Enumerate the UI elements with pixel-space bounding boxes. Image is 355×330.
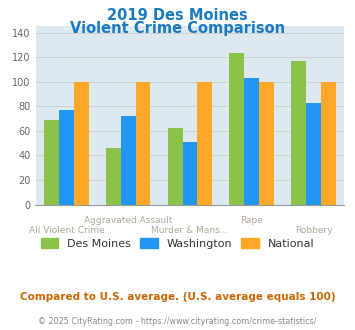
Bar xyxy=(229,53,244,205)
Text: Violent Crime Comparison: Violent Crime Comparison xyxy=(70,21,285,36)
Bar xyxy=(291,61,306,205)
Bar xyxy=(182,142,197,205)
Text: Robbery: Robbery xyxy=(295,226,332,235)
Bar xyxy=(197,82,212,205)
Legend: Des Moines, Washington, National: Des Moines, Washington, National xyxy=(36,234,319,253)
Bar xyxy=(106,148,121,205)
Bar xyxy=(259,82,274,205)
Text: Compared to U.S. average. (U.S. average equals 100): Compared to U.S. average. (U.S. average … xyxy=(20,292,335,302)
Text: 2019 Des Moines: 2019 Des Moines xyxy=(107,8,248,23)
Text: Aggravated Assault: Aggravated Assault xyxy=(84,216,173,225)
Bar xyxy=(168,128,182,205)
Bar xyxy=(321,82,336,205)
Text: Rape: Rape xyxy=(240,216,263,225)
Bar xyxy=(74,82,89,205)
Text: © 2025 CityRating.com - https://www.cityrating.com/crime-statistics/: © 2025 CityRating.com - https://www.city… xyxy=(38,317,317,326)
Bar xyxy=(121,116,136,205)
Bar xyxy=(306,103,321,205)
Bar xyxy=(44,120,59,205)
Bar xyxy=(59,110,74,205)
Bar xyxy=(244,78,259,205)
Bar xyxy=(136,82,151,205)
Text: All Violent Crime: All Violent Crime xyxy=(28,226,104,235)
Text: Murder & Mans...: Murder & Mans... xyxy=(151,226,229,235)
